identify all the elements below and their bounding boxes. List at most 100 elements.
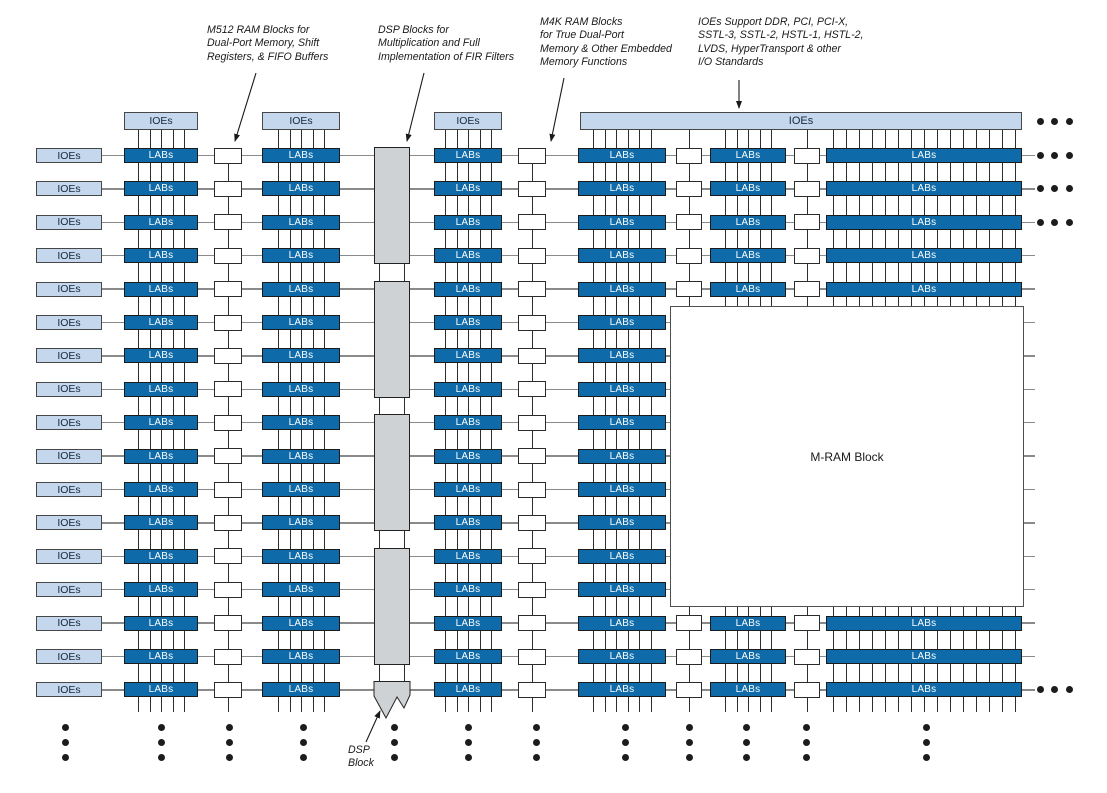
ellipsis-dot [922, 724, 930, 731]
ellipsis-dot [61, 754, 69, 761]
ellipsis-dot [1036, 685, 1044, 693]
lab-block: LABs [262, 348, 340, 364]
lab-block: LABs [826, 615, 1022, 631]
ioe-block: IOEs [36, 649, 102, 664]
lab-block: LABs [434, 381, 502, 397]
ellipsis-dot [922, 739, 930, 746]
lab-block: LABs [826, 281, 1022, 297]
m512-ram-block [794, 681, 820, 698]
lab-block: LABs [262, 582, 340, 598]
ioe-block: IOEs [36, 214, 102, 230]
lab-block: LABs [124, 448, 198, 464]
m512-ram-block [676, 615, 702, 632]
row-interconnect-line [101, 622, 1035, 624]
lab-block: LABs [710, 214, 786, 230]
m512-ram-block [794, 281, 820, 298]
row-interconnect-line [101, 355, 1035, 357]
lab-block: LABs [826, 682, 1022, 698]
lab-block: LABs [434, 482, 502, 497]
m4k-ram-block [518, 381, 546, 398]
dsp-connector-line [404, 264, 406, 281]
lab-block: LABs [262, 548, 340, 564]
dsp-block-caption: DSP Block [348, 744, 374, 770]
ellipsis-dot [61, 739, 69, 746]
mram-label: M-RAM Block [810, 449, 884, 464]
m4k-ram-block [518, 281, 546, 298]
lab-block: LABs [578, 381, 666, 397]
lab-block: LABs [124, 148, 198, 163]
lab-block: LABs [124, 682, 198, 698]
row-interconnect-line [101, 655, 1035, 658]
ellipsis-dot [532, 724, 540, 731]
ellipsis-dot [1036, 218, 1044, 226]
m512-ram-block [794, 615, 820, 632]
dsp-connector-line [404, 397, 406, 415]
m4k-ram-block [518, 581, 546, 598]
lab-block: LABs [710, 615, 786, 631]
ioe-block: IOEs [36, 148, 102, 163]
m512-ram-block [214, 615, 242, 632]
m512-ram-block [214, 681, 242, 698]
ioe-block: IOEs [36, 381, 102, 397]
m512-ram-block [214, 648, 242, 665]
m4k-ram-block [518, 481, 546, 498]
lab-block: LABs [434, 148, 502, 163]
lab-block: LABs [434, 315, 502, 330]
dsp-connector-line [404, 531, 406, 548]
m512-ram-block [676, 147, 702, 164]
ellipsis-dot [685, 754, 693, 761]
m512-ram-block [794, 247, 820, 264]
m512-ram-block [214, 347, 242, 364]
lab-block: LABs [262, 682, 340, 698]
dsp-connector-line [379, 665, 381, 682]
ellipsis-dot [621, 739, 629, 746]
lab-block: LABs [124, 181, 198, 197]
lab-block: LABs [124, 315, 198, 330]
ioe-block: IOEs [36, 582, 102, 598]
lab-block: LABs [434, 615, 502, 631]
row-interconnect-line [101, 188, 1035, 190]
lab-block: LABs [710, 682, 786, 698]
ellipsis-dot [157, 739, 165, 746]
ellipsis-dot [390, 724, 398, 731]
row-interconnect-line [101, 689, 1035, 691]
lab-block: LABs [578, 281, 666, 297]
ellipsis-dot [742, 739, 750, 746]
ellipsis-dot [390, 754, 398, 761]
ellipsis-dot [1065, 117, 1073, 125]
ellipsis-dot [1065, 185, 1073, 193]
row-interconnect-line [101, 588, 1035, 591]
lab-block: LABs [262, 615, 340, 631]
ellipsis-dot [464, 754, 472, 761]
row-interconnect-line [101, 154, 1035, 157]
ellipsis-dot [742, 724, 750, 731]
lab-block: LABs [434, 415, 502, 431]
lab-block: LABs [826, 649, 1022, 664]
lab-block: LABs [578, 615, 666, 631]
m512-ram-block [676, 180, 702, 197]
ellipsis-dot [922, 754, 930, 761]
lab-block: LABs [434, 515, 502, 531]
lab-block: LABs [124, 548, 198, 564]
lab-block: LABs [434, 582, 502, 598]
lab-block: LABs [262, 315, 340, 330]
ioe-block: IOEs [36, 181, 102, 197]
m4k-ram-block [518, 648, 546, 665]
dsp-connector-line [379, 531, 381, 548]
lab-block: LABs [710, 248, 786, 264]
ioe-block: IOEs [36, 548, 102, 564]
lab-block: LABs [710, 181, 786, 197]
mram-block: M-RAM Block [670, 306, 1024, 607]
lab-block: LABs [124, 214, 198, 230]
lab-block: LABs [434, 214, 502, 230]
ellipsis-dot [157, 724, 165, 731]
ioe-top-bar: IOEs [580, 112, 1022, 130]
lab-block: LABs [262, 415, 340, 431]
lab-block: LABs [434, 281, 502, 297]
ellipsis-dot [802, 724, 810, 731]
ioe-block: IOEs [36, 682, 102, 698]
m512-ram-block [794, 147, 820, 164]
dsp-block [374, 547, 410, 665]
row-interconnect-line [101, 555, 1035, 557]
lab-block: LABs [434, 181, 502, 197]
